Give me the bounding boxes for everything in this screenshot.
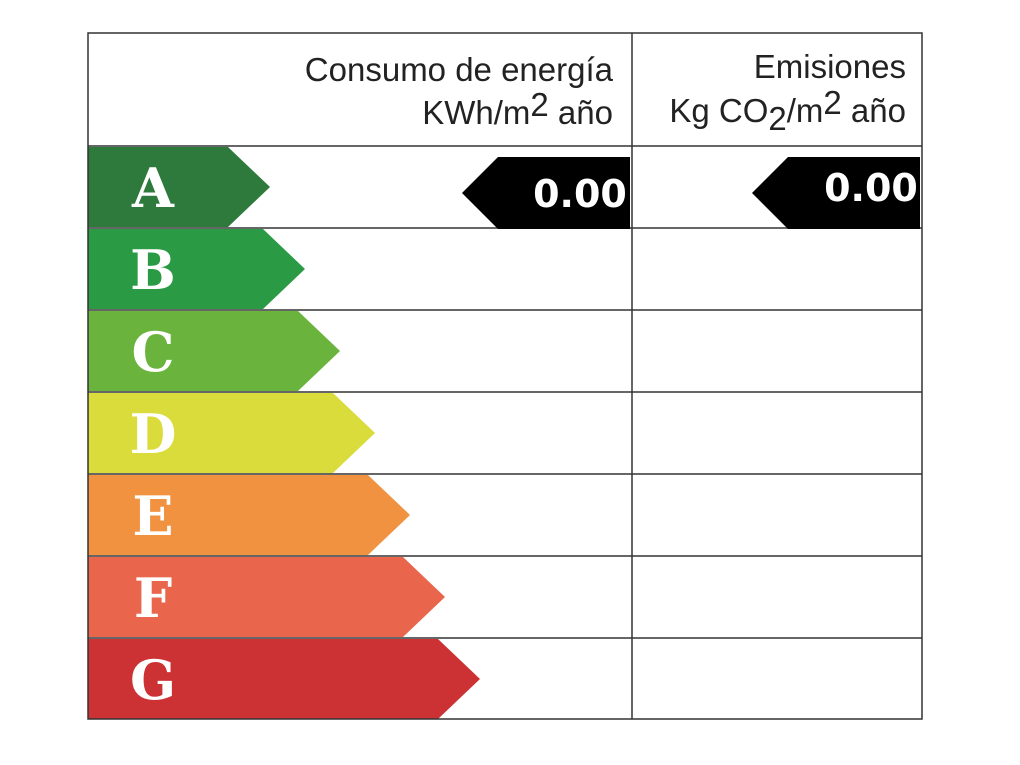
rating-letter: A — [131, 156, 175, 220]
rating-letter: E — [132, 484, 173, 548]
emissions-title: Emisiones — [754, 48, 906, 85]
emissions-indicator — [752, 157, 920, 229]
units-part: Kg CO — [669, 92, 768, 129]
rating-arrow — [88, 229, 305, 309]
rating-arrow — [88, 639, 480, 719]
rating-arrow — [88, 147, 270, 227]
rating-letter: B — [130, 238, 176, 302]
rating-arrow — [88, 393, 375, 473]
energy-indicator — [462, 157, 630, 229]
rating-letter: G — [130, 648, 176, 712]
energy-title: Consumo de energía — [305, 51, 614, 88]
rating-arrow — [88, 557, 445, 637]
rating-arrow — [88, 475, 410, 555]
energy-units: KWh/m2 año — [422, 86, 613, 131]
units-superscript: 2 — [823, 84, 841, 121]
rating-letter: F — [134, 566, 172, 630]
units-part: /m — [787, 92, 824, 129]
units-superscript: 2 — [530, 86, 548, 123]
units-part: KWh/m — [422, 94, 530, 131]
units-subscript: 2 — [768, 100, 786, 137]
rating-letter: D — [130, 402, 177, 466]
units-part: año — [842, 92, 906, 129]
energy-value: 0.00 — [533, 172, 627, 216]
rating-arrow — [88, 311, 340, 391]
emissions-units: Kg CO2/m2 año — [669, 84, 906, 137]
units-part: año — [549, 94, 613, 131]
emissions-value: 0.00 — [824, 166, 918, 210]
rating-letter: C — [132, 320, 175, 384]
table-border — [87, 32, 923, 720]
